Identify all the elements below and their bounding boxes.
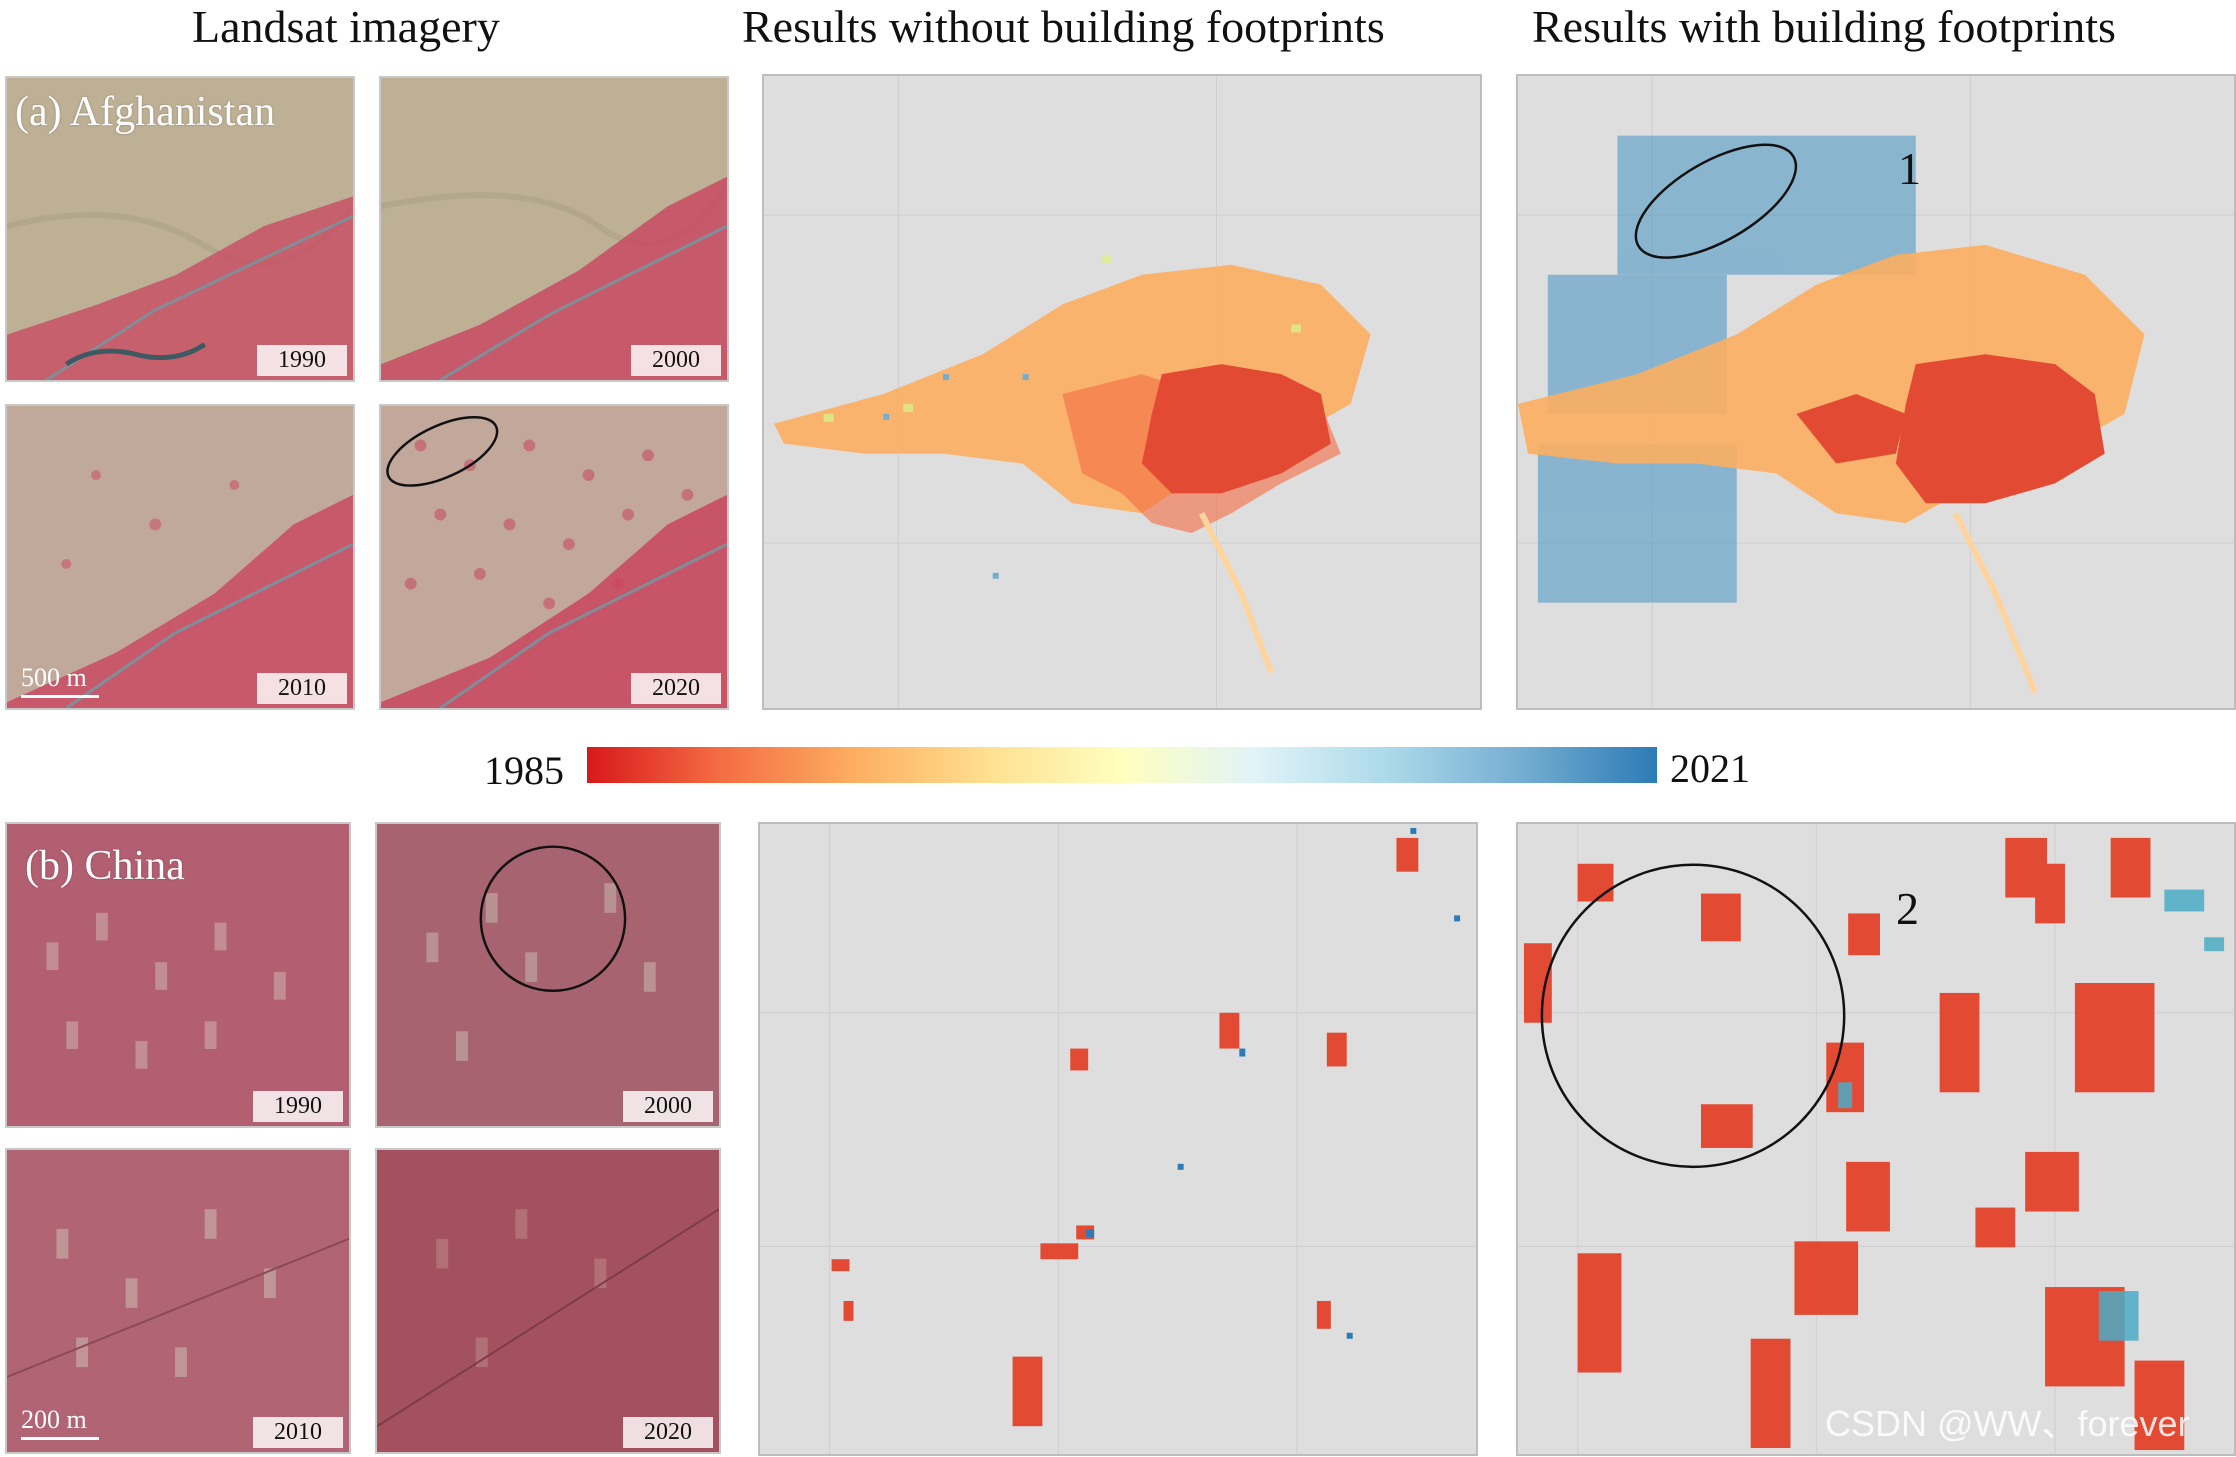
highlight-ellipse	[386, 416, 499, 487]
china-image-2010: 200 m 2010	[5, 1148, 351, 1454]
scale-line	[21, 1437, 99, 1440]
year-badge: 2000	[631, 345, 721, 376]
year-badge: 2020	[631, 673, 721, 704]
colorbar-end-label: 2021	[1670, 746, 1750, 791]
year-badge: 2010	[257, 673, 347, 704]
header-without-footprints: Results without building footprints	[742, 1, 1385, 52]
scale-label: 500 m	[21, 663, 87, 692]
year-badge: 1990	[253, 1091, 343, 1122]
afghanistan-image-2000: 2000	[379, 76, 729, 382]
afghanistan-image-2020: 2020	[379, 404, 729, 710]
colorbar-start-label: 1985	[484, 748, 564, 793]
afghanistan-map-without-footprints	[762, 74, 1482, 710]
afghanistan-image-1990: (a) Afghanistan 1990	[5, 76, 355, 382]
china-map-with-footprints: 2	[1516, 822, 2236, 1456]
header-with-footprints: Results with building footprints	[1532, 1, 2116, 52]
china-image-2000: 2000	[375, 822, 721, 1128]
scale-line	[21, 695, 99, 698]
afghanistan-map-with-footprints: 1	[1516, 74, 2236, 710]
china-image-1990: (b) China 1990	[5, 822, 351, 1128]
highlight-circle	[479, 845, 627, 993]
highlight-circle	[1540, 863, 1846, 1169]
china-image-2020: 2020	[375, 1148, 721, 1454]
scale-bar-afghanistan: 500 m	[21, 663, 99, 698]
colorbar	[587, 747, 1657, 783]
china-map-without-footprints	[758, 822, 1478, 1456]
marker-label-2: 2	[1896, 883, 1919, 934]
afghanistan-image-2010: 500 m 2010	[5, 404, 355, 710]
scale-label: 200 m	[21, 1405, 87, 1434]
watermark: CSDN @WW、forever	[1825, 1403, 2190, 1444]
afghanistan-label: (a) Afghanistan	[15, 89, 276, 135]
scale-bar-china: 200 m	[21, 1405, 99, 1440]
year-badge: 2000	[623, 1091, 713, 1122]
marker-label-1: 1	[1898, 143, 1921, 194]
highlight-ellipse	[1634, 143, 1798, 259]
year-badge: 2020	[623, 1417, 713, 1448]
year-badge: 2010	[253, 1417, 343, 1448]
header-landsat: Landsat imagery	[192, 1, 500, 52]
china-label: (b) China	[25, 843, 185, 889]
year-badge: 1990	[257, 345, 347, 376]
